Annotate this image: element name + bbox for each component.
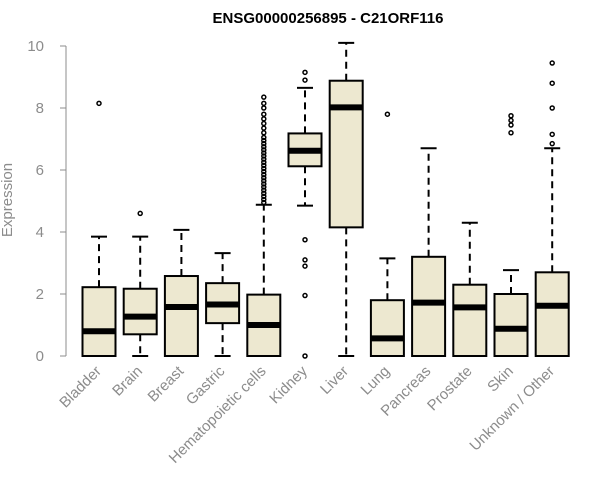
box-liver bbox=[328, 41, 364, 357]
box-hematopoietic-cells bbox=[246, 94, 282, 357]
outlier-point bbox=[261, 162, 267, 169]
outlier-point bbox=[261, 187, 267, 193]
x-tick-label: Breast bbox=[145, 362, 188, 405]
outlier-point bbox=[261, 130, 267, 136]
box-kidney bbox=[287, 69, 323, 359]
x-tick-label: Prostate bbox=[424, 363, 476, 415]
box-bladder bbox=[81, 100, 117, 357]
y-tick-label: 8 bbox=[36, 100, 44, 117]
box-iqr bbox=[493, 293, 529, 357]
box-iqr bbox=[452, 283, 488, 358]
outlier-point bbox=[261, 137, 267, 144]
outlier-point bbox=[261, 100, 267, 107]
box-iqr bbox=[534, 271, 570, 357]
x-tick-label: Lung bbox=[358, 363, 394, 399]
outlier-point bbox=[261, 181, 267, 187]
outlier-point bbox=[384, 111, 391, 117]
x-tick-label: Kidney bbox=[266, 362, 311, 407]
outlier-point bbox=[508, 122, 514, 128]
x-tick-label: Liver bbox=[317, 363, 352, 398]
outlier-point bbox=[96, 100, 102, 107]
outlier-point bbox=[261, 175, 267, 181]
box-pancreas bbox=[411, 147, 447, 357]
y-axis: 0 2 4 6 8 10 bbox=[27, 38, 67, 365]
outlier-point bbox=[302, 292, 308, 299]
outlier-point bbox=[261, 140, 267, 147]
outlier-point bbox=[261, 147, 267, 153]
box-prostate bbox=[452, 221, 488, 358]
box-iqr bbox=[81, 286, 117, 357]
outlier-point bbox=[261, 125, 267, 131]
outlier-point bbox=[261, 94, 267, 100]
box-iqr bbox=[328, 79, 364, 229]
outlier-point bbox=[302, 353, 308, 359]
outlier-point bbox=[261, 144, 267, 150]
outlier-point bbox=[549, 80, 555, 86]
outlier-point bbox=[261, 184, 267, 190]
box-series bbox=[81, 41, 570, 359]
outlier-point bbox=[261, 168, 267, 175]
outlier-point bbox=[302, 237, 308, 243]
y-tick-label: 6 bbox=[36, 162, 44, 179]
outlier-point bbox=[261, 178, 267, 184]
box-gastric bbox=[205, 252, 241, 357]
outlier-point bbox=[261, 193, 267, 200]
outlier-point bbox=[261, 153, 267, 159]
box-iqr bbox=[411, 255, 447, 357]
y-tick-label: 10 bbox=[27, 38, 44, 55]
outlier-point bbox=[302, 69, 308, 76]
box-skin bbox=[493, 113, 529, 357]
chart-title: ENSG00000256895 - C21ORF116 bbox=[213, 10, 444, 27]
y-tick-label: 4 bbox=[36, 224, 44, 241]
outlier-point bbox=[549, 60, 555, 66]
outlier-point bbox=[508, 130, 514, 136]
outlier-point bbox=[261, 190, 267, 196]
outlier-point bbox=[261, 111, 267, 117]
outlier-point bbox=[549, 131, 555, 138]
outlier-point bbox=[261, 156, 267, 162]
outlier-point bbox=[302, 263, 308, 269]
box-lung bbox=[369, 111, 405, 358]
y-axis-label: Expression bbox=[0, 163, 16, 237]
y-tick-label: 2 bbox=[36, 286, 44, 303]
outlier-point bbox=[261, 199, 267, 206]
box-iqr bbox=[369, 299, 405, 358]
outlier-point bbox=[261, 165, 267, 172]
x-tick-label: Brain bbox=[109, 363, 146, 400]
y-tick-label: 0 bbox=[36, 348, 44, 365]
box-breast bbox=[163, 228, 199, 357]
outlier-point bbox=[302, 77, 308, 83]
outlier-point bbox=[549, 140, 555, 147]
x-tick-label: Skin bbox=[484, 363, 517, 396]
outlier-point bbox=[302, 257, 308, 263]
outlier-point bbox=[261, 134, 267, 141]
outlier-point bbox=[261, 159, 267, 165]
outlier-point bbox=[508, 117, 514, 124]
outlier-point bbox=[508, 113, 514, 119]
outlier-point bbox=[137, 210, 143, 217]
outlier-point bbox=[261, 150, 267, 156]
outlier-point bbox=[261, 120, 267, 127]
x-tick-label: Bladder bbox=[56, 363, 105, 412]
outlier-point bbox=[261, 105, 267, 111]
outlier-point bbox=[261, 196, 267, 203]
box-brain bbox=[122, 210, 158, 357]
box-iqr bbox=[163, 275, 199, 357]
outlier-point bbox=[261, 171, 267, 178]
outlier-point bbox=[261, 116, 267, 122]
box-iqr bbox=[122, 287, 158, 336]
box-unknown-other bbox=[534, 60, 570, 357]
outlier-point bbox=[549, 105, 555, 111]
